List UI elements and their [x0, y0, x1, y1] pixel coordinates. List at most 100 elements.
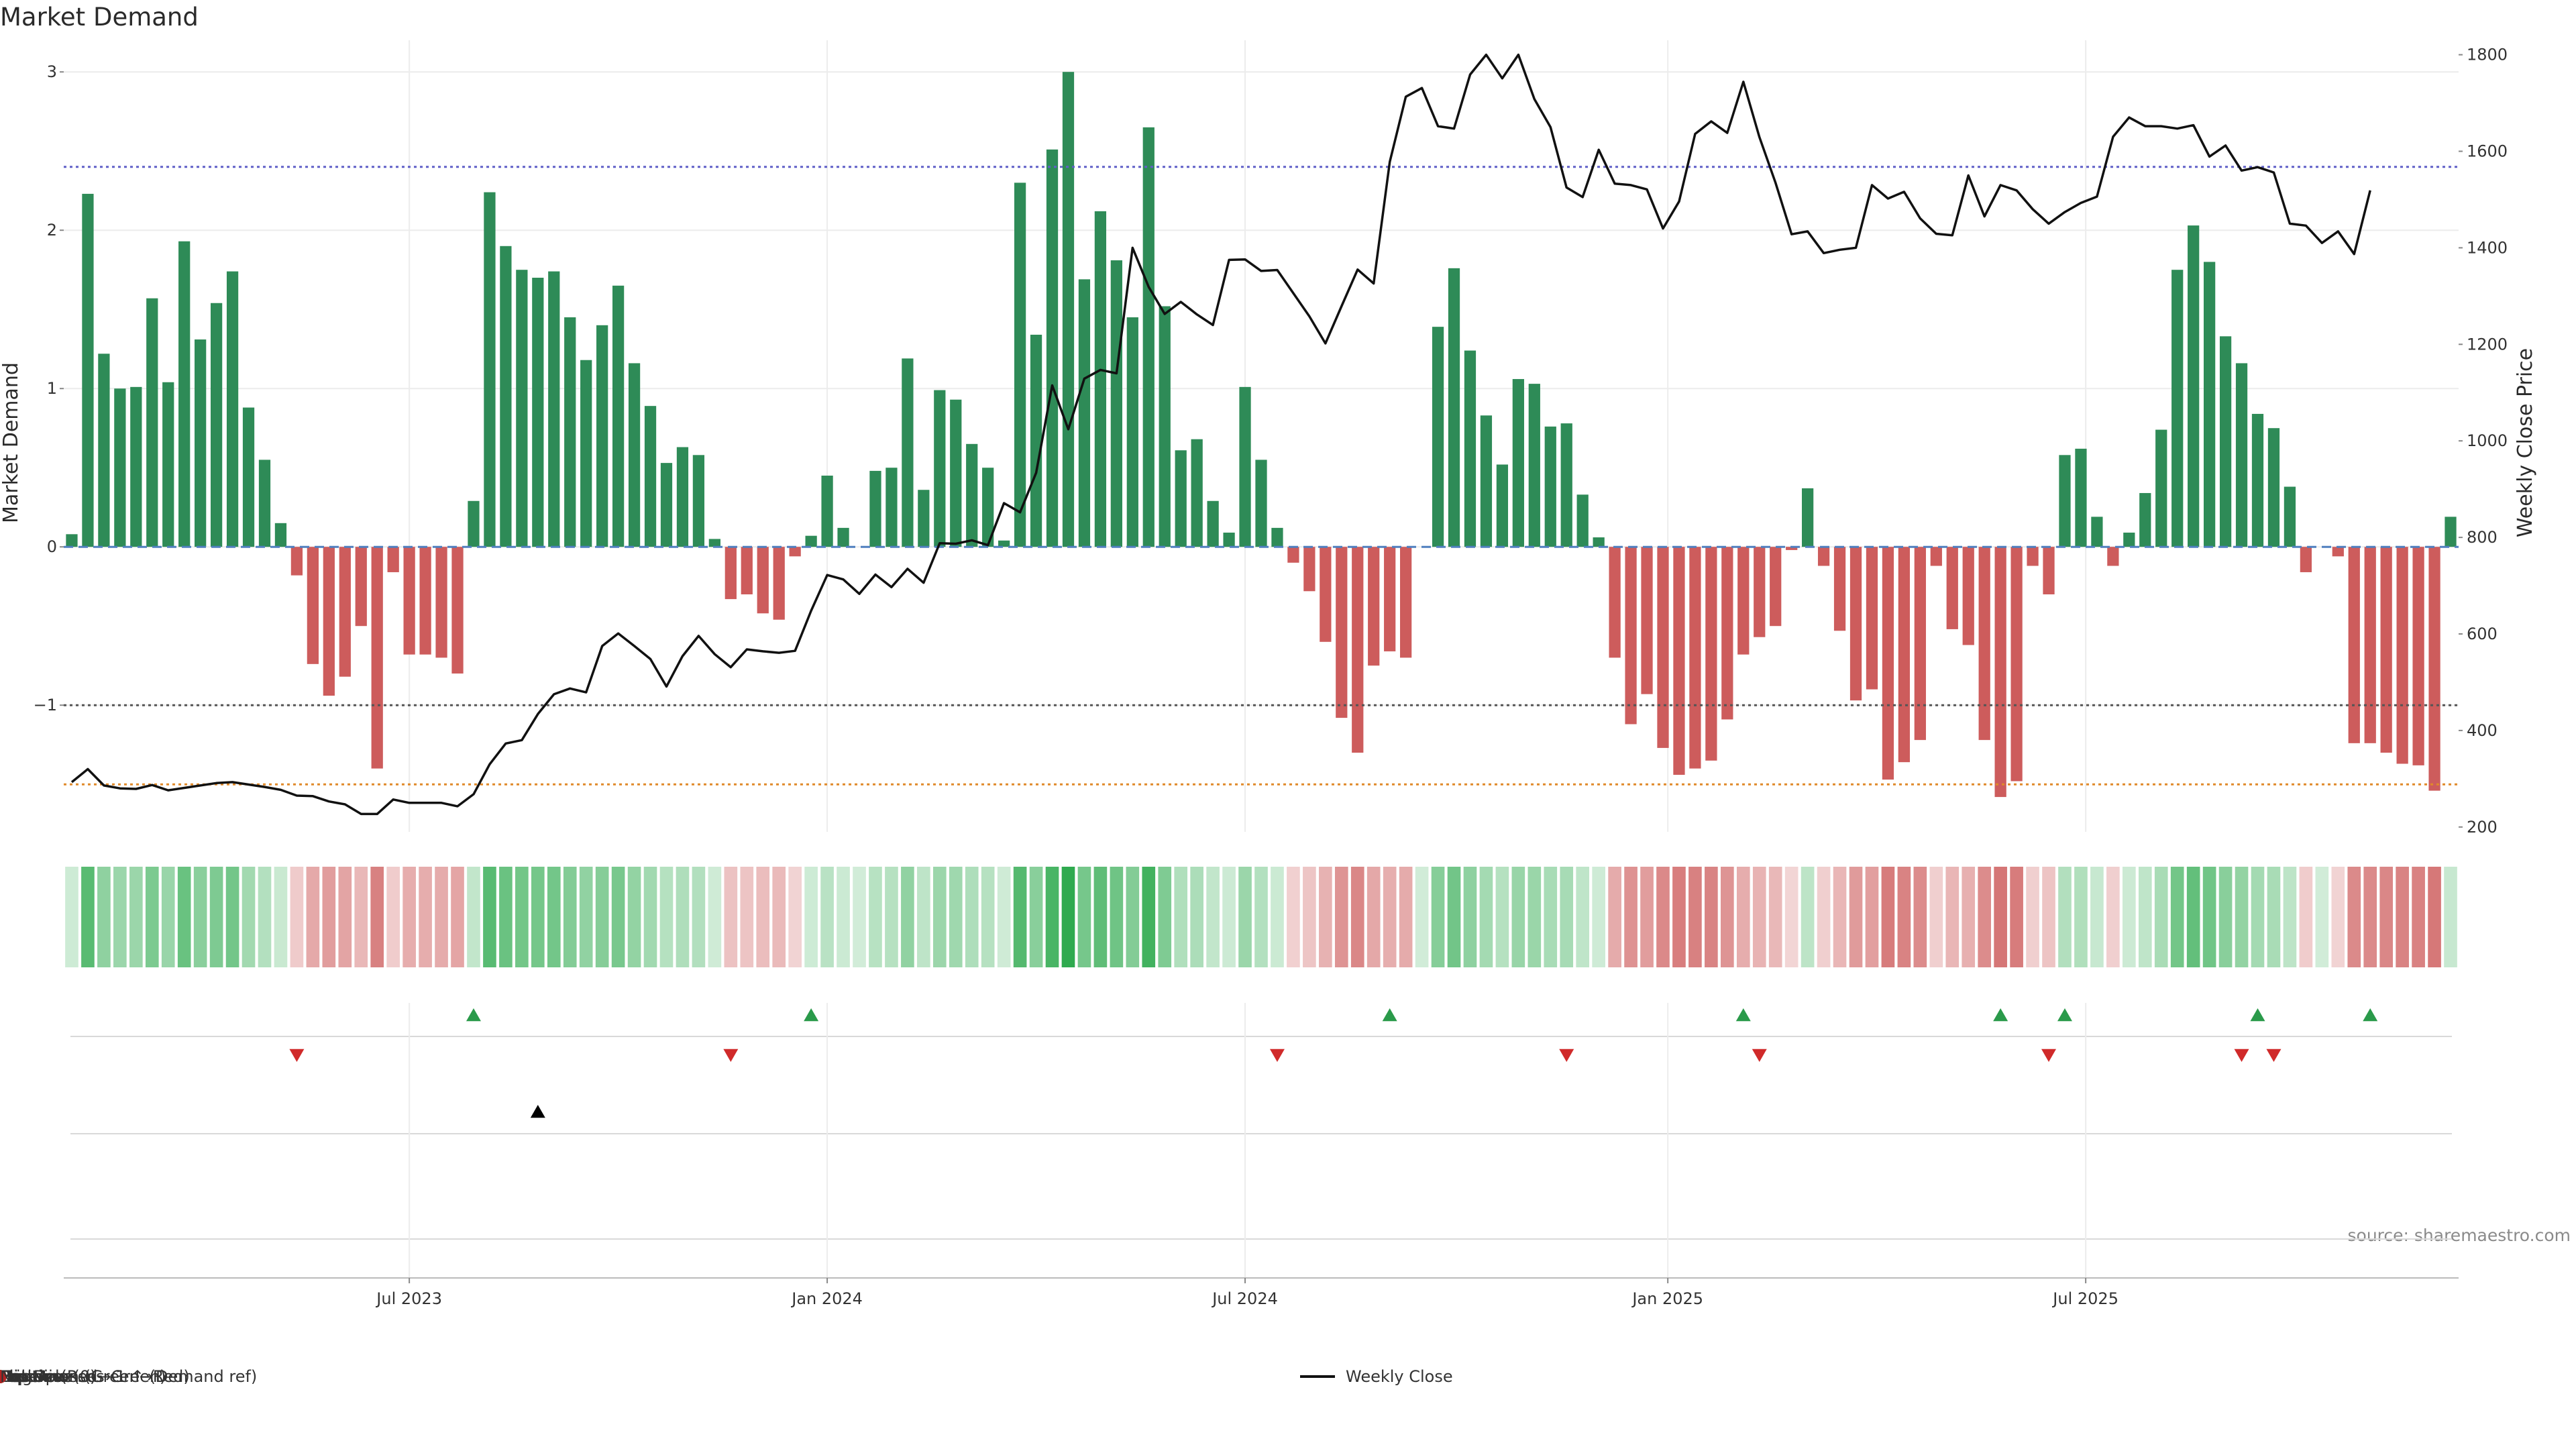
- strip-cell: [2379, 867, 2394, 967]
- strip-cell: [2106, 867, 2120, 967]
- strip-cell: [2331, 867, 2345, 967]
- strip-cell: [499, 867, 513, 967]
- bar-positive: [966, 443, 978, 547]
- legend-label: Flip Down (Green→Red): [0, 1367, 190, 1386]
- left-tick-label: 1: [47, 379, 57, 398]
- bar-negative: [2380, 547, 2392, 753]
- bar-positive: [805, 535, 817, 547]
- strip-cell: [724, 867, 738, 967]
- strip-cell: [997, 867, 1011, 967]
- strip-cell: [1222, 867, 1236, 967]
- bar-positive: [1464, 350, 1477, 547]
- bar-positive: [548, 271, 560, 547]
- legend-label: Price crosses -1 ↑ (Demand ref): [0, 1367, 257, 1386]
- bar-positive: [1062, 72, 1075, 547]
- bar-positive: [2235, 363, 2248, 547]
- strip-cell: [65, 867, 78, 967]
- strip-cell: [2123, 867, 2136, 967]
- bar-negative: [1384, 547, 1396, 651]
- bar-negative: [2027, 547, 2039, 566]
- strip-cell: [2090, 867, 2104, 967]
- bar-positive: [1528, 384, 1540, 547]
- bar-negative: [1817, 547, 1830, 566]
- bar-negative: [1833, 547, 1846, 631]
- strip-cell: [1495, 867, 1509, 967]
- strip-cell: [2235, 867, 2249, 967]
- strip-cell: [193, 867, 207, 967]
- bar-positive: [950, 399, 962, 547]
- strip-cell: [2428, 867, 2441, 967]
- strip-cell: [1897, 867, 1911, 967]
- strip-cell: [1608, 867, 1621, 967]
- flip-down-marker: [289, 1049, 305, 1062]
- bar-positive: [2188, 225, 2200, 547]
- strip-cell: [981, 867, 995, 967]
- bar-positive: [580, 360, 592, 547]
- strip-cell: [837, 867, 850, 967]
- strip-cell: [97, 867, 111, 967]
- bar-positive: [66, 534, 78, 547]
- flip-down-marker: [2041, 1049, 2057, 1062]
- bar-negative: [1849, 547, 1862, 701]
- flip-up-marker: [466, 1008, 481, 1022]
- bar-positive: [1271, 527, 1283, 547]
- strip-cell: [1672, 867, 1686, 967]
- strip-cell: [788, 867, 802, 967]
- strip-cell: [1126, 867, 1140, 967]
- strip-cell: [129, 867, 143, 967]
- bar-negative: [1898, 547, 1911, 763]
- strip-cell: [1817, 867, 1831, 967]
- strip-cell: [2058, 867, 2072, 967]
- bar-negative: [789, 547, 801, 557]
- strip-cell: [483, 867, 496, 967]
- strip-cell: [1077, 867, 1091, 967]
- bar-positive: [1142, 127, 1155, 547]
- bar-negative: [1689, 547, 1701, 769]
- bar-positive: [982, 468, 994, 547]
- strip-cell: [1045, 867, 1059, 967]
- strip-cell: [1174, 867, 1188, 967]
- legend-label: -1 level: [0, 1367, 60, 1386]
- right-tick-label: 1400: [2467, 238, 2508, 257]
- strip-cell: [2218, 867, 2233, 967]
- legend-label: Weekly Close: [1346, 1367, 1453, 1386]
- strip-cell: [1431, 867, 1445, 967]
- bar-positive: [178, 241, 191, 547]
- flip-down-marker: [1752, 1049, 1767, 1062]
- strip-cell: [2154, 867, 2168, 967]
- bar-positive: [918, 490, 930, 547]
- bar-negative: [741, 547, 753, 594]
- bar-positive: [114, 388, 126, 547]
- bar-positive: [1576, 494, 1589, 547]
- bar-negative: [1400, 547, 1412, 658]
- strip-cell: [1366, 867, 1381, 967]
- strip-cell: [402, 867, 416, 967]
- bar-positive: [1175, 450, 1187, 547]
- strip-cell: [2170, 867, 2184, 967]
- strip-cell: [2396, 867, 2409, 967]
- bar-negative: [1882, 547, 1894, 780]
- strip-cell: [1656, 867, 1670, 967]
- strip-cell: [2347, 867, 2361, 967]
- bar-negative: [1287, 547, 1299, 563]
- flip-up-marker: [2250, 1008, 2265, 1022]
- strip-cell: [1962, 867, 1976, 967]
- demand-bars: [66, 72, 2457, 798]
- bar-positive: [564, 317, 576, 547]
- strip-cell: [756, 867, 770, 967]
- bar-positive: [1593, 537, 1605, 547]
- bar-negative: [1946, 547, 1958, 629]
- bar-negative: [2364, 547, 2376, 743]
- bar-positive: [484, 192, 496, 547]
- strip-cell: [1544, 867, 1558, 967]
- x-axis: Jul 2023 Jan 2024 Jul 2024 Jan 2025 Jul 2025: [64, 1277, 2459, 1308]
- strip-cell: [885, 867, 898, 967]
- strip-cell: [515, 867, 529, 967]
- strip-cell: [2186, 867, 2200, 967]
- strip-cell: [145, 867, 159, 967]
- strip-cell: [611, 867, 625, 967]
- strip-cell: [643, 867, 657, 967]
- x-tick-label: Jul 2025: [2051, 1289, 2118, 1308]
- flip-down-marker: [2266, 1049, 2282, 1062]
- bar-positive: [1239, 386, 1251, 547]
